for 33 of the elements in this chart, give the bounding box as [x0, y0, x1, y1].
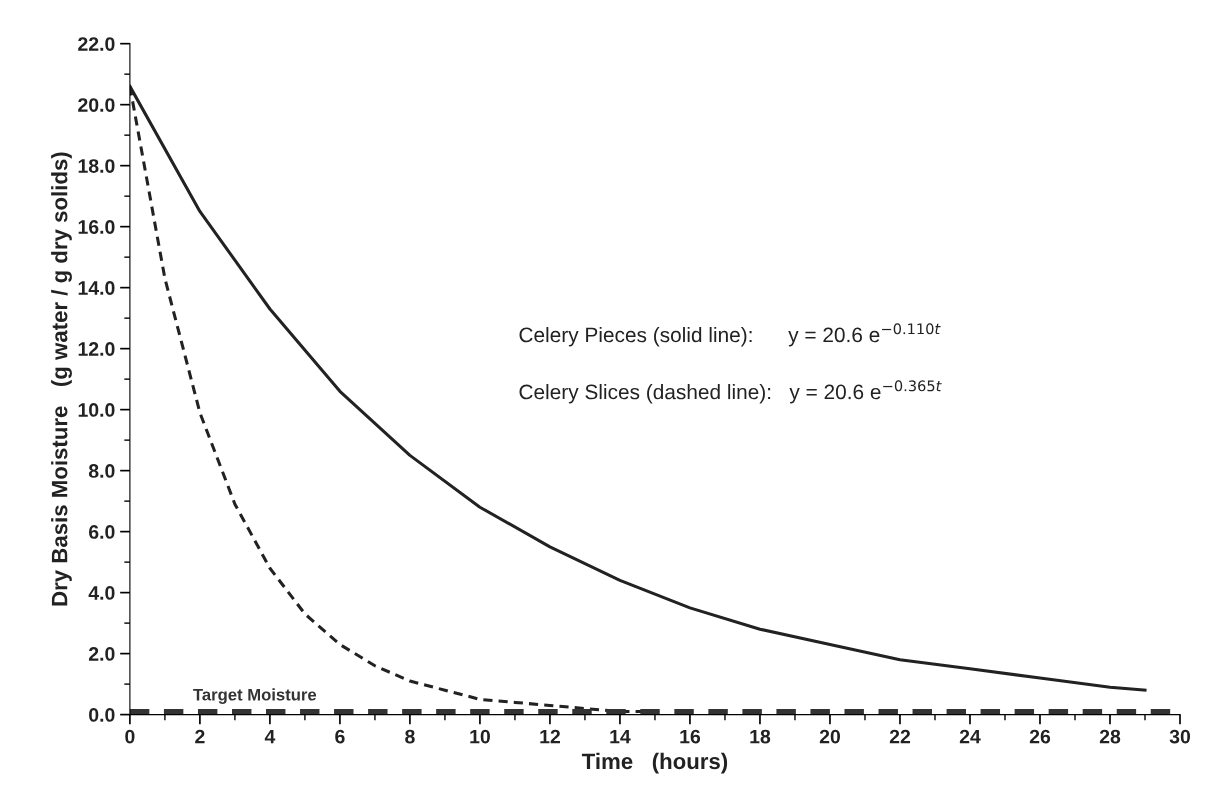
- x-tick-label: 4: [264, 729, 276, 744]
- x-tick-label: 18: [750, 729, 771, 744]
- x-tick-label: 30: [1169, 729, 1191, 744]
- y-tick-label: 4.0: [88, 586, 115, 600]
- x-tick-label: 20: [819, 729, 840, 744]
- x-tick-label: 8: [405, 729, 415, 744]
- y-tick-label: 8.0: [88, 464, 115, 478]
- x-tick-label: 16: [680, 729, 701, 744]
- ref-line-label: Target Moisture: [193, 688, 317, 704]
- x-tick-label: 22: [889, 729, 911, 744]
- x-tick-label: 12: [540, 729, 560, 744]
- annotation: Celery Pieces (solid line): y = 20.6 e$^{−0.110t}$: [519, 323, 941, 347]
- y-tick-label: 2.0: [88, 647, 115, 661]
- x-tick-label: 6: [335, 729, 345, 744]
- x-tick-label: 10: [470, 729, 490, 744]
- x-axis-title: Time (hours): [581, 752, 728, 774]
- y-tick-label: 0.0: [89, 708, 115, 722]
- x-tick-label: 24: [959, 729, 981, 744]
- y-tick-label: 20.0: [78, 98, 115, 112]
- y-tick-label: 10.0: [78, 403, 115, 417]
- annotation: Celery Slices (dashed line): y = 20.6 e$^{−0.365t}$: [519, 380, 942, 404]
- x-tick-label: 2: [195, 729, 205, 744]
- x-tick-label: 26: [1029, 729, 1051, 744]
- x-tick-label: 0: [125, 729, 135, 744]
- y-tick-label: 6.0: [89, 525, 115, 539]
- y-tick-label: 18.0: [78, 159, 115, 173]
- x-tick-label: 14: [610, 729, 631, 744]
- y-tick-label: 22.0: [78, 37, 115, 51]
- y-axis-title: Dry Basis Moisture (g water / g dry solids): [51, 152, 72, 606]
- y-tick-label: 16.0: [78, 220, 115, 234]
- y-tick-label: 12.0: [78, 342, 115, 356]
- x-tick-label: 28: [1099, 729, 1121, 744]
- y-tick-label: 14.0: [78, 281, 115, 295]
